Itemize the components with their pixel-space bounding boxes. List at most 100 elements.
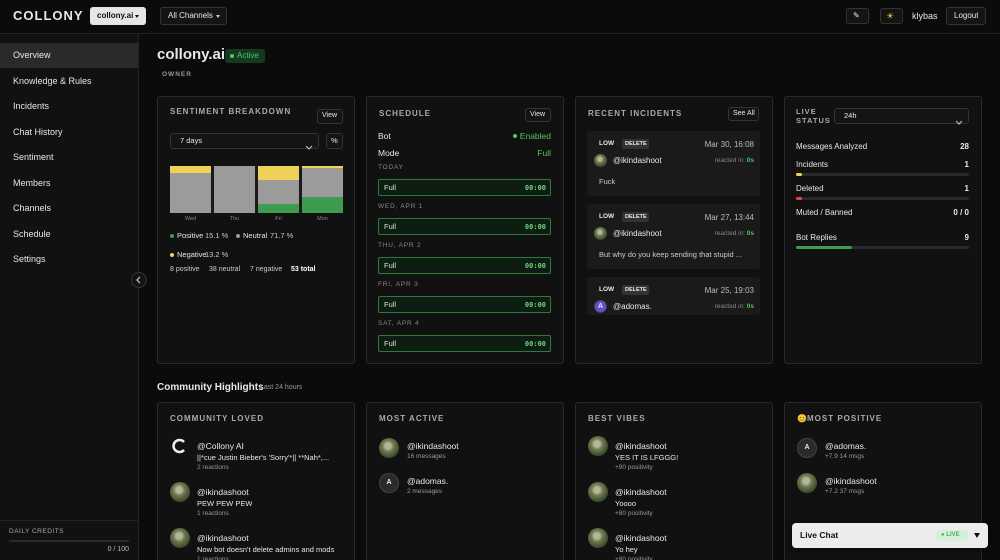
slot-mode: Full bbox=[384, 183, 397, 192]
nav-item-active[interactable] bbox=[0, 43, 138, 68]
collapse-icon bbox=[136, 276, 141, 284]
logo: COLLONY bbox=[13, 9, 84, 23]
highlight-text: Yoooo bbox=[615, 499, 636, 508]
slot-time: 00:00 bbox=[524, 340, 546, 348]
unit: % bbox=[331, 136, 338, 145]
expand-arrow[interactable] bbox=[974, 533, 980, 538]
edit-icon: ✎ bbox=[853, 11, 860, 20]
metric-label: Muted / Banned bbox=[796, 208, 853, 217]
metric-value: 28 bbox=[960, 142, 969, 151]
credits-label: DAILY CREDITS bbox=[9, 528, 65, 535]
day-label: WED, APR 1 bbox=[378, 203, 424, 210]
day-label: SAT, APR 4 bbox=[378, 320, 420, 327]
credits-track bbox=[9, 540, 129, 542]
highlight-meta: 2 messages bbox=[407, 488, 443, 495]
avatar bbox=[588, 528, 608, 548]
reacted-value: 0s bbox=[746, 303, 754, 310]
logo-icon bbox=[172, 438, 185, 454]
legend-share: 71.7 % bbox=[270, 231, 294, 240]
avatar bbox=[797, 473, 817, 493]
nav-item[interactable]: Schedule bbox=[13, 228, 51, 239]
incident-user: @adomas. bbox=[613, 302, 652, 311]
metric-label: Incidents bbox=[796, 160, 829, 169]
bar-segment bbox=[258, 204, 299, 213]
metric-label: Bot Replies bbox=[796, 233, 837, 242]
bar-segment bbox=[170, 173, 211, 213]
section-title: Community Highlights bbox=[157, 382, 264, 393]
channel-select[interactable] bbox=[160, 7, 227, 25]
highlight-text: PEW PEW PEW bbox=[197, 499, 253, 508]
role: OWNER bbox=[162, 71, 192, 78]
highlight-meta: +80 positivity bbox=[615, 510, 653, 517]
status: Active bbox=[237, 51, 259, 60]
incident[interactable] bbox=[587, 131, 760, 196]
legend-name: Neutral bbox=[243, 231, 268, 240]
incident[interactable] bbox=[587, 277, 760, 315]
avatar bbox=[170, 528, 190, 548]
range-select[interactable] bbox=[170, 133, 319, 149]
highlight-card bbox=[575, 402, 773, 560]
nav-item[interactable]: Incidents bbox=[13, 101, 50, 111]
range: 24h bbox=[844, 111, 857, 120]
incident[interactable] bbox=[587, 204, 760, 269]
avatar bbox=[379, 473, 399, 493]
view-button[interactable] bbox=[317, 109, 343, 124]
day-label: FRI, APR 3 bbox=[378, 281, 419, 288]
action: DELETE bbox=[625, 141, 647, 147]
live-badge bbox=[936, 530, 968, 541]
metric-track bbox=[796, 173, 969, 176]
workspace-name: collony.ai bbox=[97, 11, 134, 20]
dropdown-arrow bbox=[216, 15, 220, 18]
highlight-meta: +90 positivity bbox=[615, 464, 653, 471]
range-select[interactable] bbox=[834, 108, 969, 124]
logout-button[interactable] bbox=[946, 7, 986, 25]
avatar bbox=[594, 154, 607, 167]
slot-mode: Full bbox=[384, 339, 397, 348]
x-tick-label: Wed bbox=[184, 216, 197, 222]
highlight-user: @ikindashoot bbox=[197, 487, 249, 497]
highlight-meta: 1 reactions bbox=[197, 556, 229, 560]
view-button[interactable] bbox=[525, 108, 551, 122]
bot-label: Bot bbox=[378, 131, 391, 141]
highlight-user: @ikindashoot bbox=[407, 441, 459, 451]
highlight-text: ||*cue Justin Bieber's 'Sorry'*|| **Nah*… bbox=[197, 453, 330, 462]
metric-bar bbox=[796, 246, 852, 249]
nav-item[interactable]: Members bbox=[13, 177, 51, 188]
severity: LOW bbox=[599, 286, 615, 293]
avatar bbox=[588, 436, 608, 456]
credits-value: 0 / 100 bbox=[107, 546, 129, 553]
nav-item[interactable]: Channels bbox=[13, 203, 52, 213]
unit-toggle[interactable] bbox=[326, 133, 343, 149]
schedule-slot bbox=[378, 257, 551, 274]
x-tick-label: Thu bbox=[229, 216, 240, 222]
metric-value: 1 bbox=[964, 184, 969, 193]
highlight-user: @ikindashoot bbox=[615, 441, 667, 451]
avatar bbox=[594, 300, 607, 313]
nav-item[interactable]: Settings bbox=[13, 254, 46, 264]
reacted-value: 0s bbox=[746, 230, 754, 237]
metric-value: 1 bbox=[964, 160, 969, 169]
range: 7 days bbox=[180, 136, 203, 145]
highlight-meta: +7.9 14 msgs bbox=[825, 453, 865, 460]
workspace-select[interactable] bbox=[90, 7, 146, 25]
nav-item[interactable]: Overview bbox=[13, 50, 51, 60]
nav-item[interactable]: Chat History bbox=[13, 126, 63, 137]
highlight-user: @adomas. bbox=[407, 476, 449, 486]
edit-button[interactable] bbox=[846, 8, 869, 24]
highlight-card bbox=[366, 402, 564, 560]
schedule-slot bbox=[378, 218, 551, 235]
highlight-user: @Collony AI bbox=[197, 441, 244, 451]
status-badge bbox=[225, 49, 265, 63]
bar-segment bbox=[214, 166, 255, 213]
collapse-button[interactable] bbox=[131, 272, 147, 288]
incident-time: Mar 30, 16:08 bbox=[704, 140, 754, 149]
see-all-button[interactable] bbox=[728, 107, 759, 121]
legend-dot bbox=[170, 234, 174, 238]
live-badge-text: ● LIVE bbox=[941, 532, 960, 538]
card-title: RECENT INCIDENTS bbox=[588, 109, 683, 118]
nav-item[interactable]: Sentiment bbox=[13, 152, 54, 162]
theme-button[interactable] bbox=[880, 8, 903, 24]
chevron bbox=[305, 138, 313, 150]
nav-item[interactable]: Knowledge & Rules bbox=[13, 75, 92, 86]
